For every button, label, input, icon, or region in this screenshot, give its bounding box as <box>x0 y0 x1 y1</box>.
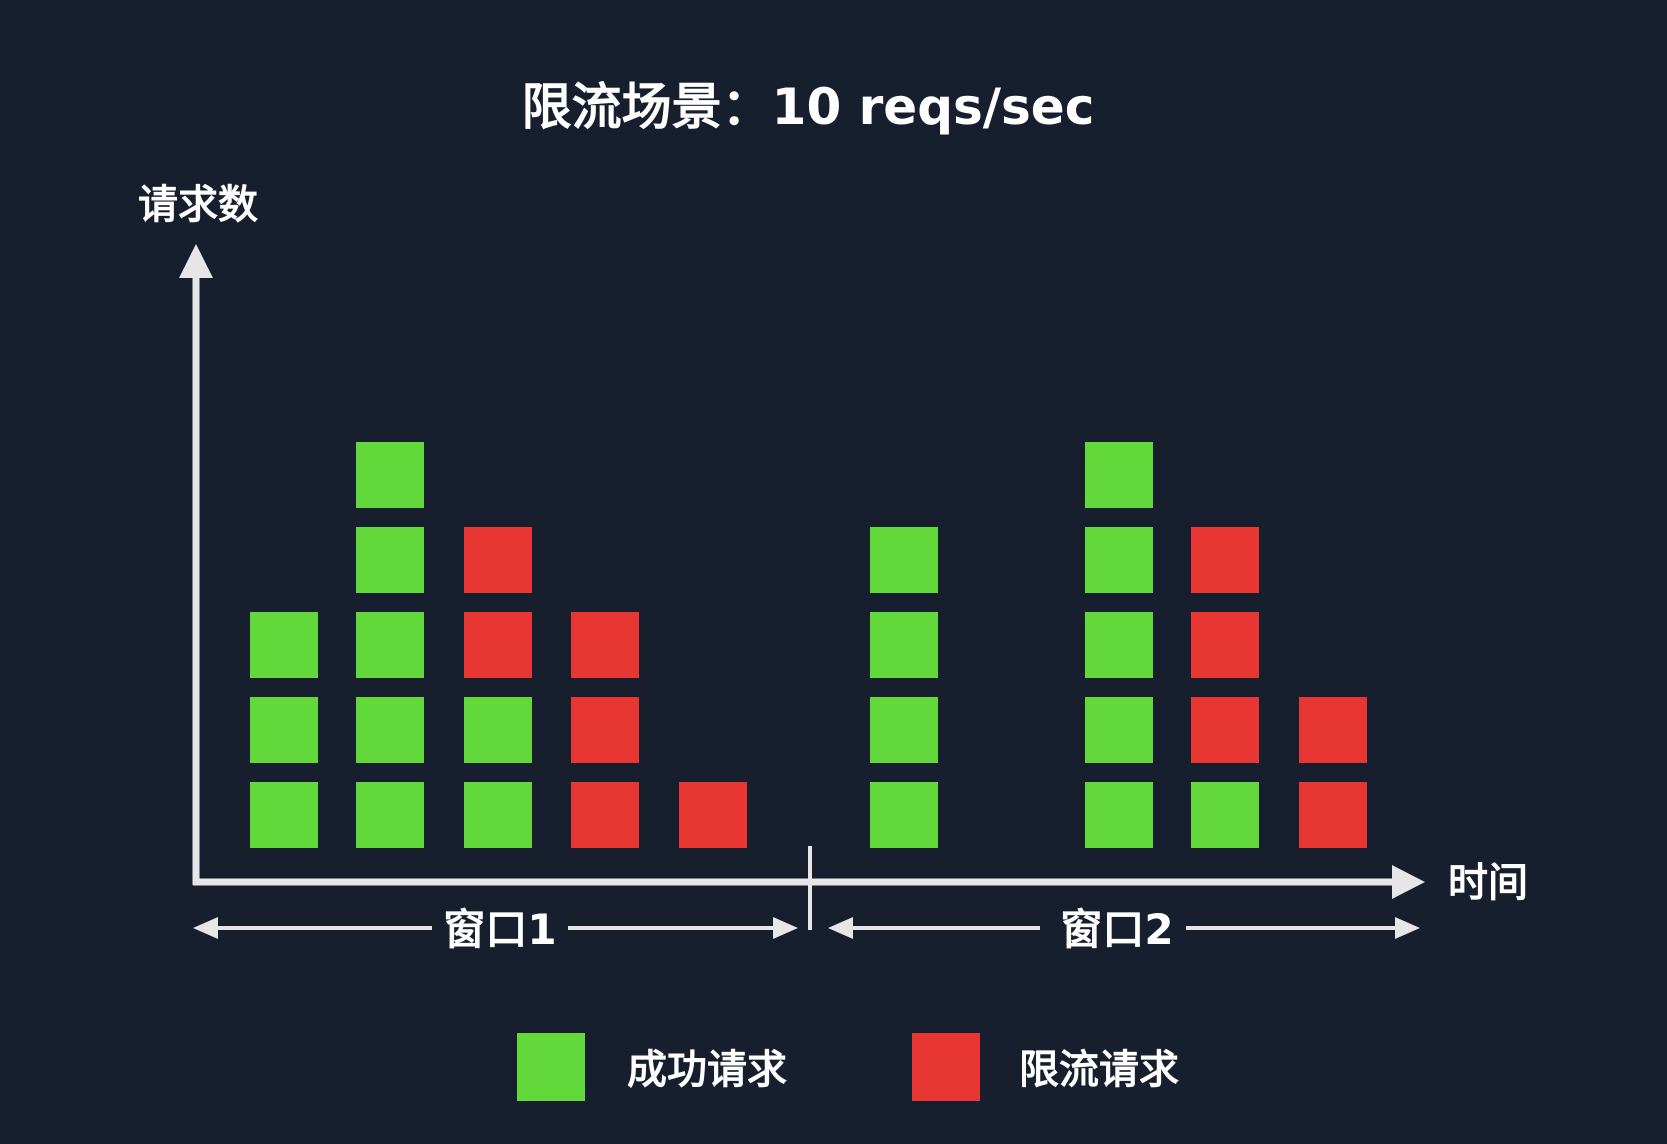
window-2-right-arrowhead-icon <box>1395 917 1420 939</box>
window-1-left-arrowhead-icon <box>193 917 218 939</box>
success-request-block <box>356 442 424 508</box>
success-request-block <box>356 612 424 678</box>
request-blocks <box>250 442 1367 848</box>
x-axis-label: 时间 <box>1448 860 1528 906</box>
success-request-block <box>356 782 424 848</box>
success-request-block <box>1085 442 1153 508</box>
x-axis-arrow-icon <box>1392 865 1425 899</box>
limited-request-block <box>464 527 532 593</box>
success-request-block <box>356 527 424 593</box>
success-request-block <box>1191 782 1259 848</box>
limited-request-block <box>1299 782 1367 848</box>
success-request-block <box>356 697 424 763</box>
success-request-block <box>464 782 532 848</box>
window-2-label: 窗口2 <box>1060 905 1173 954</box>
limited-request-block <box>571 612 639 678</box>
limited-request-block <box>1299 697 1367 763</box>
success-request-block <box>870 782 938 848</box>
success-request-block <box>1085 697 1153 763</box>
success-request-block <box>870 527 938 593</box>
success-request-block <box>870 697 938 763</box>
page-title: 限流场景：10 reqs/sec <box>522 78 1095 136</box>
window-2-span: 窗口2 <box>828 905 1420 954</box>
window-1-span: 窗口1 <box>193 905 798 954</box>
window-2-left-arrowhead-icon <box>828 917 853 939</box>
legend-limited-swatch <box>912 1033 980 1101</box>
success-request-block <box>250 782 318 848</box>
success-request-block <box>1085 612 1153 678</box>
limited-request-block <box>1191 612 1259 678</box>
limited-request-block <box>1191 527 1259 593</box>
limited-request-block <box>571 782 639 848</box>
success-request-block <box>1085 782 1153 848</box>
limited-request-block <box>464 612 532 678</box>
success-request-block <box>250 612 318 678</box>
legend-limited-label: 限流请求 <box>1019 1047 1179 1093</box>
y-axis-label: 请求数 <box>138 182 258 228</box>
legend-success-label: 成功请求 <box>627 1047 787 1093</box>
window-1-right-arrowhead-icon <box>773 917 798 939</box>
limited-request-block <box>571 697 639 763</box>
success-request-block <box>464 697 532 763</box>
success-request-block <box>250 697 318 763</box>
legend: 成功请求 限流请求 <box>517 1033 1179 1101</box>
success-request-block <box>1085 527 1153 593</box>
legend-success-swatch <box>517 1033 585 1101</box>
limited-request-block <box>679 782 747 848</box>
success-request-block <box>870 612 938 678</box>
window-1-label: 窗口1 <box>443 905 556 954</box>
y-axis-arrow-icon <box>179 244 213 278</box>
limited-request-block <box>1191 697 1259 763</box>
